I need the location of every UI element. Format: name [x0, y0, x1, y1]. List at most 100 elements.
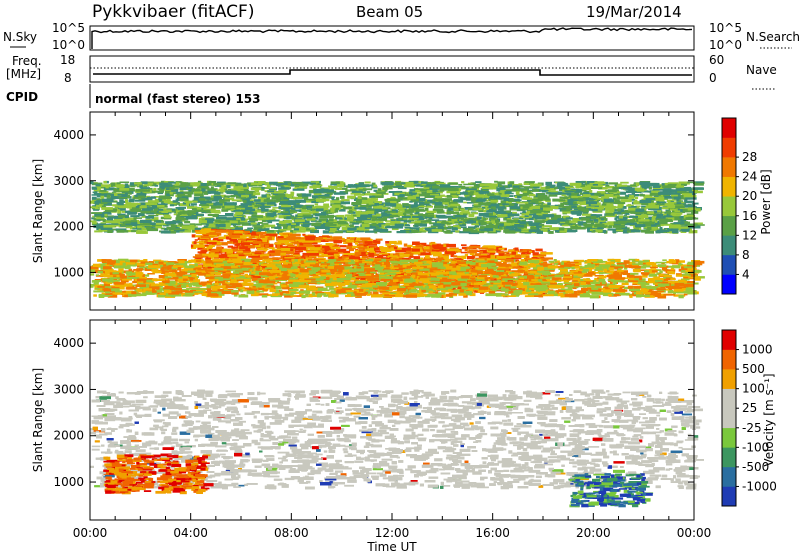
- echo-cell: [187, 188, 195, 191]
- echo-cell: [266, 184, 271, 188]
- echo-cell: [293, 196, 297, 200]
- echo-cell: [314, 205, 327, 208]
- echo-cell: [426, 190, 433, 193]
- echo-cell: [691, 202, 699, 205]
- echo-cell: [263, 224, 270, 228]
- echo-cell: [264, 244, 269, 248]
- echo-cell: [250, 196, 257, 199]
- echo-cell: [351, 203, 361, 206]
- echo-cell: [145, 202, 155, 205]
- echo-cell: [405, 228, 413, 231]
- echo-cell: [648, 186, 652, 190]
- echo-cell: [224, 230, 235, 232]
- echo-cell: [605, 211, 613, 214]
- echo-cell: [537, 193, 545, 195]
- echo-cell: [665, 213, 672, 217]
- echo-cell: [101, 205, 106, 209]
- echo-cell: [297, 213, 303, 216]
- echo-cell: [294, 204, 302, 208]
- echo-cell: [455, 230, 460, 233]
- echo-cell: [458, 221, 463, 223]
- echo-cell: [358, 182, 364, 186]
- echo-cell: [121, 210, 126, 213]
- echo-cell: [412, 229, 419, 233]
- echo-cell: [594, 181, 605, 184]
- echo-cell: [260, 254, 270, 257]
- echo-cell: [464, 248, 468, 252]
- echo-cell: [128, 199, 135, 203]
- echo-cell: [321, 220, 326, 224]
- echo-cell: [404, 226, 411, 229]
- echo-cell: [361, 199, 367, 203]
- echo-cell: [529, 224, 539, 227]
- echo-cell: [335, 197, 340, 200]
- echo-cell: [136, 230, 146, 234]
- echo-cell: [549, 227, 559, 230]
- echo-cell: [92, 221, 97, 224]
- echo-cell: [681, 183, 688, 186]
- echo-cell: [101, 207, 113, 210]
- echo-cell: [459, 185, 466, 188]
- echo-cell: [485, 208, 492, 210]
- echo-cell: [252, 225, 264, 227]
- echo-cell: [533, 186, 537, 189]
- echo-cell: [348, 196, 354, 199]
- echo-cell: [634, 194, 640, 197]
- echo-cell: [408, 182, 413, 185]
- echo-cell: [221, 209, 228, 212]
- echo-cell: [579, 207, 584, 210]
- echo-cell: [185, 216, 198, 220]
- echo-cell: [205, 223, 210, 226]
- echo-cell: [196, 207, 202, 210]
- echo-cell: [349, 210, 353, 214]
- echo-cell: [431, 185, 441, 189]
- echo-cell: [175, 217, 185, 221]
- echo-cell: [357, 185, 367, 188]
- echo-cell: [524, 215, 529, 217]
- echo-cell: [509, 181, 515, 185]
- echo-cell: [130, 215, 140, 217]
- echo-cell: [330, 209, 335, 213]
- echo-cell: [177, 195, 182, 198]
- echo-cell: [613, 211, 622, 215]
- echo-cell: [140, 197, 153, 201]
- echo-cell: [386, 222, 398, 226]
- echo-cell: [249, 218, 257, 222]
- echo-cell: [91, 194, 99, 196]
- echo-cell: [276, 244, 280, 249]
- echo-cell: [488, 251, 496, 253]
- echo-cell: [340, 195, 345, 199]
- echo-cell: [609, 209, 615, 213]
- echo-cell: [541, 190, 547, 193]
- echo-cell: [213, 182, 224, 186]
- echo-cell: [578, 210, 589, 213]
- echo-cell: [678, 218, 687, 222]
- echo-cell: [137, 225, 142, 229]
- echo-cell: [656, 201, 667, 204]
- nave-label: Nave: [746, 63, 777, 77]
- echo-cell: [172, 200, 179, 203]
- echo-cell: [207, 188, 218, 192]
- echo-cell: [373, 184, 377, 187]
- echo-cell: [497, 214, 508, 218]
- echo-cell: [380, 224, 387, 227]
- echo-cell: [396, 190, 403, 194]
- echo-cell: [150, 210, 157, 213]
- echo-cell: [215, 220, 221, 223]
- echo-cell: [371, 198, 378, 201]
- echo-cell: [548, 190, 558, 193]
- echo-cell: [655, 205, 659, 209]
- echo-cell: [450, 200, 454, 203]
- echo-cell: [116, 230, 129, 233]
- echo-cell: [467, 182, 473, 185]
- echo-cell: [461, 210, 470, 212]
- echo-cell: [612, 186, 619, 189]
- echo-cell: [203, 225, 210, 229]
- echo-cell: [236, 207, 245, 210]
- echo-cell: [634, 196, 639, 199]
- echo-cell: [355, 220, 362, 224]
- echo-cell: [636, 212, 641, 215]
- echo-cell: [546, 221, 558, 225]
- echo-cell: [233, 191, 238, 194]
- echo-cell: [619, 218, 627, 221]
